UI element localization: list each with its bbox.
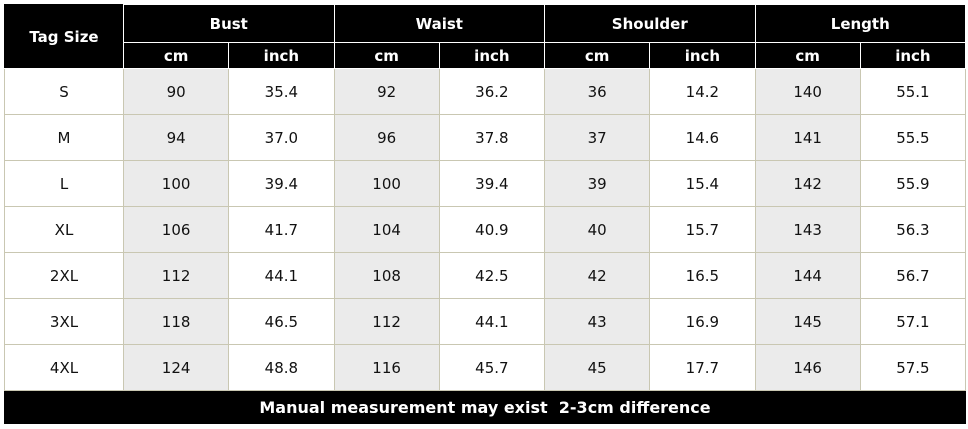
- tag-size-cell: XL: [4, 206, 124, 253]
- size-row: L 100 39.4 100 39.4 39 15.4 142 55.9: [4, 160, 967, 207]
- measure-cell: 39.4: [228, 160, 335, 207]
- measure-cell: 142: [754, 160, 861, 207]
- measure-cell: 48.8: [228, 344, 335, 391]
- unit-row: cm inch cm inch cm inch cm inch: [5, 42, 967, 69]
- unit-header: cm: [543, 42, 651, 69]
- measure-cell: 16.5: [649, 252, 756, 299]
- measure-cell: 39: [543, 160, 651, 207]
- measure-cell: 35.4: [228, 68, 335, 115]
- measure-cell: 118: [122, 298, 230, 345]
- size-row: S 90 35.4 92 36.2 36 14.2 140 55.1: [4, 68, 967, 115]
- size-row: 2XL 112 44.1 108 42.5 42 16.5 144 56.7: [4, 252, 967, 299]
- measure-cell: 100: [333, 160, 440, 207]
- measure-cell: 36.2: [438, 68, 546, 115]
- size-row: XL 106 41.7 104 40.9 40 15.7 143 56.3: [4, 206, 967, 253]
- measure-cell: 36: [543, 68, 651, 115]
- measure-cell: 16.9: [649, 298, 756, 345]
- measure-cell: 56.3: [859, 206, 967, 253]
- measure-cell: 92: [333, 68, 440, 115]
- measure-cell: 37.8: [438, 114, 546, 161]
- measure-cell: 41.7: [228, 206, 335, 253]
- table-body: Tag Size Bust Waist Shoulder Length cm inch cm i…: [3, 4, 967, 424]
- measure-cell: 55.9: [859, 160, 967, 207]
- tag-size-cell: 3XL: [4, 298, 124, 345]
- measure-cell: 44.1: [228, 252, 335, 299]
- unit-header: cm: [333, 42, 440, 69]
- unit-header: inch: [438, 42, 546, 69]
- measure-cell: 90: [122, 68, 230, 115]
- header-row: Tag Size Bust Waist Shoulder Length: [4, 4, 967, 69]
- measure-cell: 43: [543, 298, 651, 345]
- tag-size-cell: S: [4, 68, 124, 115]
- measure-cell: 55.5: [859, 114, 967, 161]
- measure-cell: 15.4: [649, 160, 756, 207]
- measure-cell: 37: [543, 114, 651, 161]
- measure-cell: 39.4: [438, 160, 546, 207]
- tag-size-cell: 4XL: [4, 344, 124, 391]
- size-row: 3XL 118 46.5 112 44.1 43 16.9 145 57.1: [4, 298, 967, 345]
- measure-cell: 116: [333, 344, 440, 391]
- measure-cell: 40: [543, 206, 651, 253]
- measure-cell: 104: [333, 206, 440, 253]
- size-table: Tag Size Bust Waist Shoulder Length cm inch cm i…: [3, 4, 967, 424]
- footer-row: Manual measurement may exist 2-3cm diffe…: [3, 390, 967, 424]
- measure-cell: 14.2: [649, 68, 756, 115]
- measure-cell: 141: [754, 114, 861, 161]
- measure-cell: 124: [122, 344, 230, 391]
- measure-cell: 37.0: [228, 114, 335, 161]
- measure-cell: 143: [754, 206, 861, 253]
- measure-cell: 144: [754, 252, 861, 299]
- measure-cell: 106: [122, 206, 230, 253]
- tag-size-cell: M: [4, 114, 124, 161]
- measure-cell: 57.5: [859, 344, 967, 391]
- measure-cell: 45: [543, 344, 651, 391]
- footer-note: Manual measurement may exist 2-3cm diffe…: [3, 390, 967, 424]
- measure-cell: 40.9: [438, 206, 546, 253]
- group-header: Bust: [123, 4, 335, 43]
- measure-cell: 145: [754, 298, 861, 345]
- measure-cell: 100: [122, 160, 230, 207]
- group-header: Length: [754, 4, 967, 43]
- measure-cell: 45.7: [438, 344, 546, 391]
- unit-header: inch: [228, 42, 335, 69]
- group-header: Waist: [333, 4, 545, 43]
- measure-cell: 56.7: [859, 252, 967, 299]
- measure-cell: 112: [333, 298, 440, 345]
- measure-cell: 57.1: [859, 298, 967, 345]
- measure-cell: 42.5: [438, 252, 546, 299]
- measure-cell: 55.1: [859, 68, 967, 115]
- measure-cell: 46.5: [228, 298, 335, 345]
- measure-cell: 94: [122, 114, 230, 161]
- size-row: 4XL 124 48.8 116 45.7 45 17.7 146 57.5: [4, 344, 967, 391]
- measure-cell: 96: [333, 114, 440, 161]
- measure-cell: 140: [754, 68, 861, 115]
- measure-cell: 146: [754, 344, 861, 391]
- measure-cell: 15.7: [649, 206, 756, 253]
- measure-cell: 108: [333, 252, 440, 299]
- measure-cell: 112: [122, 252, 230, 299]
- unit-header: inch: [649, 42, 756, 69]
- group-header: Shoulder: [544, 4, 756, 43]
- tag-size-header: Tag Size: [4, 4, 124, 69]
- unit-header: cm: [754, 42, 861, 69]
- measure-cell: 42: [543, 252, 651, 299]
- measure-cell: 14.6: [649, 114, 756, 161]
- tag-size-cell: 2XL: [4, 252, 124, 299]
- tag-size-cell: L: [4, 160, 124, 207]
- measure-cell: 44.1: [438, 298, 546, 345]
- unit-header: cm: [122, 42, 230, 69]
- unit-header: inch: [859, 42, 967, 69]
- measure-cell: 17.7: [649, 344, 756, 391]
- size-row: M 94 37.0 96 37.8 37 14.6 141 55.5: [4, 114, 967, 161]
